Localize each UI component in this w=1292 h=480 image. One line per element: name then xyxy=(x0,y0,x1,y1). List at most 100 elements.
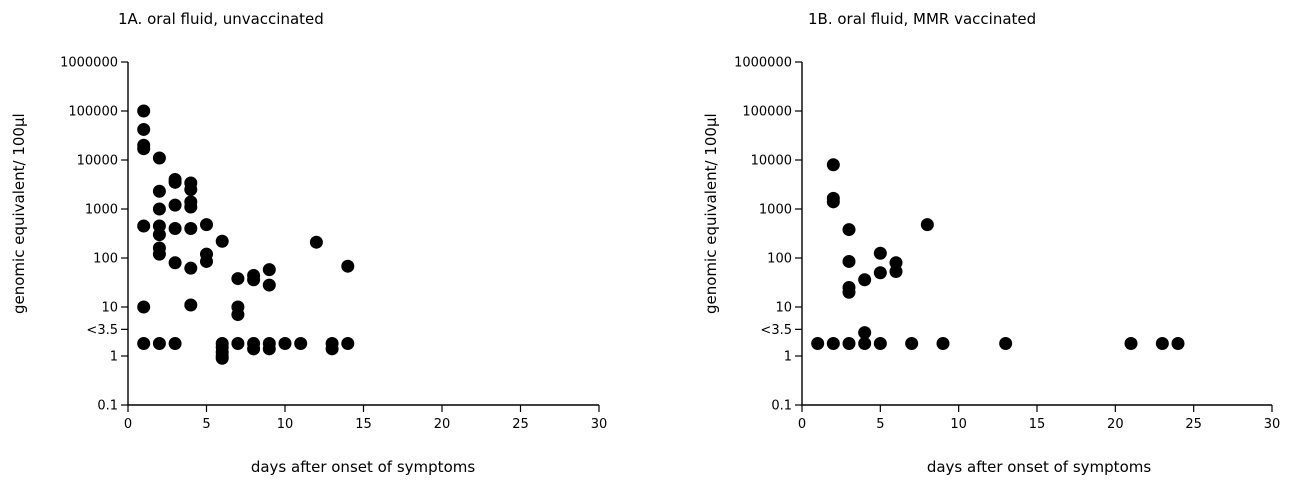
x-axis-label: days after onset of symptoms xyxy=(250,458,476,476)
data-point xyxy=(247,342,261,356)
data-point xyxy=(262,342,276,356)
data-point xyxy=(341,336,355,350)
data-point xyxy=(152,228,166,242)
x-axis-label: days after onset of symptoms xyxy=(926,458,1152,476)
data-point xyxy=(936,336,950,350)
chart-panel-1b: 1B. oral fluid, MMR vaccinated genomic e… xyxy=(646,0,1292,480)
data-point xyxy=(200,218,213,232)
data-point xyxy=(262,278,276,292)
y-tick-label: 10000 xyxy=(77,154,118,169)
data-point xyxy=(826,158,840,172)
data-point xyxy=(168,336,182,350)
data-point xyxy=(842,336,856,350)
data-point xyxy=(1155,336,1169,350)
y-tick-label: 100000 xyxy=(742,105,792,120)
data-point xyxy=(999,336,1013,350)
chart-title: 1A. oral fluid, unvaccinated xyxy=(118,10,324,28)
data-point xyxy=(811,336,825,350)
x-tick-label: 15 xyxy=(355,417,372,432)
data-point xyxy=(842,223,856,237)
y-tick-label: 100000 xyxy=(68,105,118,120)
data-point xyxy=(278,336,292,350)
data-point xyxy=(200,254,213,268)
data-point xyxy=(137,300,151,314)
data-point xyxy=(842,254,856,268)
y-tick-label: 1000 xyxy=(85,203,118,218)
y-tick-label: <3.5 xyxy=(760,323,792,338)
data-point xyxy=(215,234,229,248)
data-point xyxy=(184,261,198,275)
y-tick-label: 1000000 xyxy=(734,56,792,71)
y-tick-label: 10 xyxy=(101,301,118,316)
y-tick-label: 10000 xyxy=(751,154,792,169)
x-tick-label: 10 xyxy=(950,417,967,432)
data-point xyxy=(309,235,323,249)
data-point xyxy=(294,336,308,350)
data-point xyxy=(215,351,229,365)
data-point xyxy=(184,298,198,312)
data-point xyxy=(889,265,903,279)
x-tick-label: 25 xyxy=(512,417,529,432)
data-point xyxy=(1124,336,1138,350)
y-tick-label: <3.5 xyxy=(86,323,118,338)
data-point xyxy=(873,246,887,260)
x-tick-label: 30 xyxy=(591,417,608,432)
data-point xyxy=(858,336,872,350)
x-tick-label: 5 xyxy=(876,417,884,432)
y-tick-label: 1000000 xyxy=(60,56,118,71)
data-point xyxy=(168,221,182,235)
data-point xyxy=(137,122,151,136)
data-point xyxy=(920,218,934,232)
data-point xyxy=(168,198,182,212)
data-point xyxy=(168,256,182,270)
data-point xyxy=(231,308,245,322)
data-point xyxy=(262,263,276,277)
x-tick-label: 5 xyxy=(202,417,210,432)
data-point xyxy=(826,336,840,350)
x-tick-label: 20 xyxy=(434,417,451,432)
x-tick-label: 0 xyxy=(124,417,132,432)
data-point xyxy=(231,336,245,350)
y-tick-label: 1 xyxy=(110,350,118,365)
data-point xyxy=(152,151,166,165)
data-point xyxy=(1171,336,1185,350)
data-point xyxy=(325,342,339,356)
data-point xyxy=(152,247,166,261)
y-tick-label: 0.1 xyxy=(97,399,118,414)
data-point xyxy=(137,219,151,233)
y-tick-label: 100 xyxy=(93,252,118,267)
x-tick-label: 25 xyxy=(1185,417,1202,432)
data-point xyxy=(184,200,198,214)
data-point xyxy=(858,326,872,340)
data-point xyxy=(184,183,198,197)
y-tick-label: 0.1 xyxy=(771,399,792,414)
data-point xyxy=(247,273,261,287)
data-point xyxy=(873,266,887,280)
data-point xyxy=(231,272,245,286)
x-tick-label: 30 xyxy=(1264,417,1281,432)
data-point xyxy=(826,195,840,209)
y-tick-label: 1000 xyxy=(759,203,792,218)
data-point xyxy=(341,259,355,273)
x-tick-label: 20 xyxy=(1107,417,1124,432)
x-tick-label: 10 xyxy=(277,417,294,432)
data-point xyxy=(858,273,872,287)
chart-panel-1a: 1A. oral fluid, unvaccinated genomic equ… xyxy=(10,10,608,476)
data-point xyxy=(152,184,166,198)
data-point xyxy=(137,336,151,350)
data-point xyxy=(137,104,151,118)
y-tick-label: 1 xyxy=(784,350,792,365)
y-tick-label: 100 xyxy=(767,252,792,267)
scatter-plot: 0.1 1 <3.5 10 100 1000 10000 100000 1000000 0 5 10 1… xyxy=(734,56,1281,433)
scatter-plot: 0.1 1 <3.5 10 100 1000 10000 100000 1000000 0 5 10 1… xyxy=(60,56,608,433)
data-point xyxy=(184,221,198,235)
y-tick-label: 10 xyxy=(775,301,792,316)
data-point xyxy=(152,336,166,350)
x-tick-label: 15 xyxy=(1029,417,1046,432)
data-point xyxy=(905,336,919,350)
data-point xyxy=(152,202,166,216)
data-point xyxy=(137,142,151,156)
data-point xyxy=(168,175,182,189)
x-tick-label: 0 xyxy=(798,417,806,432)
data-point xyxy=(873,336,887,350)
